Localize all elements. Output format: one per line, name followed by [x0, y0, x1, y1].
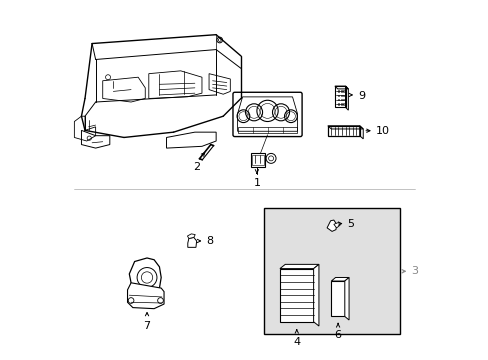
Polygon shape	[326, 220, 336, 231]
Text: 1: 1	[253, 178, 260, 188]
Polygon shape	[187, 238, 196, 247]
Text: 9: 9	[357, 91, 365, 101]
Polygon shape	[127, 283, 163, 309]
Polygon shape	[129, 258, 161, 297]
Bar	[251, 155, 264, 166]
Bar	[340, 99, 342, 100]
Bar	[264, 208, 400, 334]
Polygon shape	[344, 278, 348, 320]
Polygon shape	[279, 264, 318, 269]
Text: 8: 8	[206, 236, 213, 246]
Bar	[340, 103, 342, 104]
Bar	[340, 90, 342, 92]
Text: 6: 6	[334, 330, 341, 340]
Text: 2: 2	[193, 162, 200, 172]
Text: 10: 10	[375, 126, 389, 136]
Bar	[237, 127, 297, 133]
Bar	[343, 90, 345, 92]
Polygon shape	[331, 278, 348, 281]
Bar	[337, 95, 339, 96]
Bar	[337, 99, 339, 100]
Text: 4: 4	[293, 337, 300, 347]
Text: 7: 7	[143, 321, 150, 331]
Polygon shape	[331, 281, 344, 316]
Bar	[340, 95, 342, 96]
Text: 3: 3	[410, 266, 417, 276]
Polygon shape	[333, 222, 340, 228]
Polygon shape	[313, 264, 318, 326]
Bar	[343, 103, 345, 104]
Text: 5: 5	[346, 219, 354, 229]
Polygon shape	[279, 269, 313, 322]
Bar	[343, 99, 345, 100]
Bar	[343, 95, 345, 96]
Bar	[250, 153, 265, 167]
Polygon shape	[187, 234, 195, 238]
Bar	[337, 90, 339, 92]
Bar	[337, 103, 339, 104]
